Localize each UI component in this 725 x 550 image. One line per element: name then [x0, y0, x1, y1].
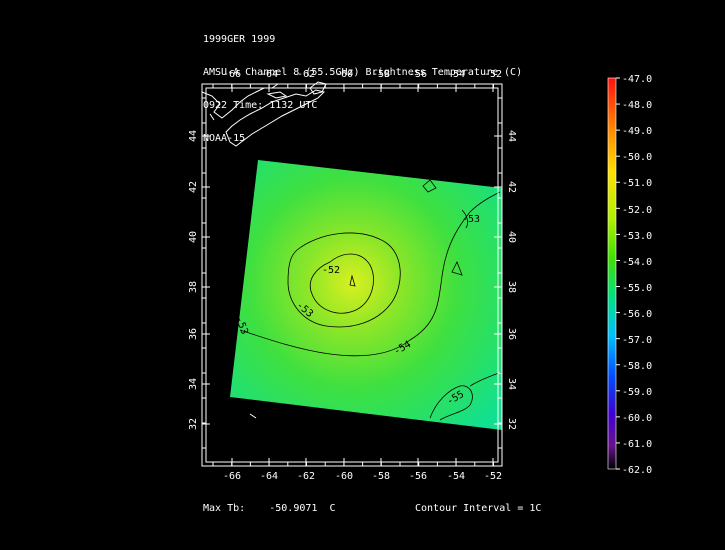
frame-outer	[201, 83, 503, 467]
coastline-mainland	[201, 83, 279, 119]
colorbar-label: -50.0	[622, 152, 652, 163]
lon-label: -60	[335, 471, 353, 482]
max-tb-unit: C	[329, 503, 336, 514]
storm-title: 1999GER 1999	[203, 34, 276, 45]
lat-label: 42	[506, 181, 517, 193]
lon-label: -66	[223, 471, 241, 482]
contour-center	[349, 274, 356, 287]
lon-label: -58	[372, 471, 390, 482]
lat-labels-left: 44 42 40 38 36 34 32	[188, 130, 199, 430]
colorbar	[607, 77, 617, 470]
lon-label: -56	[409, 69, 427, 80]
lon-label: -54	[447, 69, 465, 80]
colorbar-label: -60.0	[622, 413, 652, 424]
lat-labels-right: 44 42 40 38 36 34 32	[506, 130, 517, 430]
colorbar-label: -57.0	[622, 335, 652, 346]
colorbar-label: -52.0	[622, 205, 652, 216]
colorbar-label: -54.0	[622, 257, 652, 268]
lat-label: 38	[188, 281, 199, 293]
colorbar-labels: -47.0 -48.0 -49.0 -50.0 -51.0 -52.0 -53.…	[622, 74, 652, 476]
colorbar-label: -61.0	[622, 439, 652, 450]
lon-label: -56	[409, 471, 427, 482]
contour-small	[451, 261, 463, 276]
colorbar-label: -56.0	[622, 309, 652, 320]
coastline-pei	[266, 91, 288, 99]
map-frame	[201, 83, 503, 467]
contour-lines	[239, 179, 503, 421]
frame-inner	[205, 87, 499, 463]
contour-tail	[461, 209, 469, 229]
product-title: AMSU-A Channel 8 (55.5GHz) Brightness Te…	[203, 67, 523, 78]
contour-interval: Contour Interval = 1C	[415, 503, 542, 514]
contour-label: -52	[322, 265, 340, 276]
lat-label: 40	[506, 231, 517, 243]
lat-label: 38	[506, 281, 517, 293]
colorbar-label: -51.0	[622, 178, 652, 189]
colorbar-label: -62.0	[622, 465, 652, 476]
lon-label: -60	[335, 69, 353, 80]
colorbar-label: -47.0	[622, 74, 652, 85]
contour-53	[287, 232, 401, 328]
coastline-nova-scotia	[225, 89, 325, 147]
lon-label: -64	[260, 69, 278, 80]
coastline-islet	[249, 413, 257, 419]
contour-54	[239, 191, 501, 357]
lat-label: 34	[506, 378, 517, 390]
lon-label: -52	[484, 69, 502, 80]
lat-label: 42	[188, 181, 199, 193]
satellite-label: NOAA-15	[203, 133, 246, 144]
lat-label: 36	[506, 328, 517, 340]
lon-label: -58	[372, 69, 390, 80]
lat-label: 32	[506, 418, 517, 430]
colorbar-label: -55.0	[622, 283, 652, 294]
max-tb-label: Max Tb:	[203, 503, 246, 514]
lon-label: -66	[223, 69, 241, 80]
lon-label: -62	[297, 69, 315, 80]
colorbar-label: -49.0	[622, 126, 652, 137]
lat-label: 32	[188, 418, 199, 430]
lat-label: 34	[188, 378, 199, 390]
lon-labels-bottom: -66 -64 -62 -60 -58 -56 -54 -52	[223, 471, 502, 482]
lon-label: -64	[260, 471, 278, 482]
lon-labels-top: -66 -64 -62 -60 -58 -56 -54 -52	[223, 69, 502, 80]
lat-label: 44	[506, 130, 517, 142]
contour-label: -53	[462, 214, 480, 225]
max-tb-readout: Max Tb: -50.9071 C	[203, 503, 336, 514]
contour-small-2	[422, 179, 437, 193]
brightness-swath	[230, 160, 502, 430]
contour-55	[429, 385, 473, 421]
colorbar-label: -48.0	[622, 100, 652, 111]
colorbar-ticks	[616, 77, 620, 470]
frame-ticks	[202, 84, 502, 466]
lon-label: -62	[297, 471, 315, 482]
time-label: 0922 Time: 1132 UTC	[203, 100, 318, 111]
lat-label: 44	[188, 130, 199, 142]
lat-label: 40	[188, 231, 199, 243]
max-tb-value: -50.9071	[269, 503, 318, 514]
coastline-islet-2	[209, 113, 215, 121]
lat-label: 36	[188, 328, 199, 340]
contour-52	[309, 253, 374, 314]
lon-label: -52	[484, 471, 502, 482]
colorbar-label: -58.0	[622, 361, 652, 372]
map-header: 1999GER 1999 AMSU-A Channel 8 (55.5GHz) …	[203, 12, 522, 155]
colorbar-label: -59.0	[622, 387, 652, 398]
colorbar-label: -53.0	[622, 231, 652, 242]
lon-label: -54	[447, 471, 465, 482]
